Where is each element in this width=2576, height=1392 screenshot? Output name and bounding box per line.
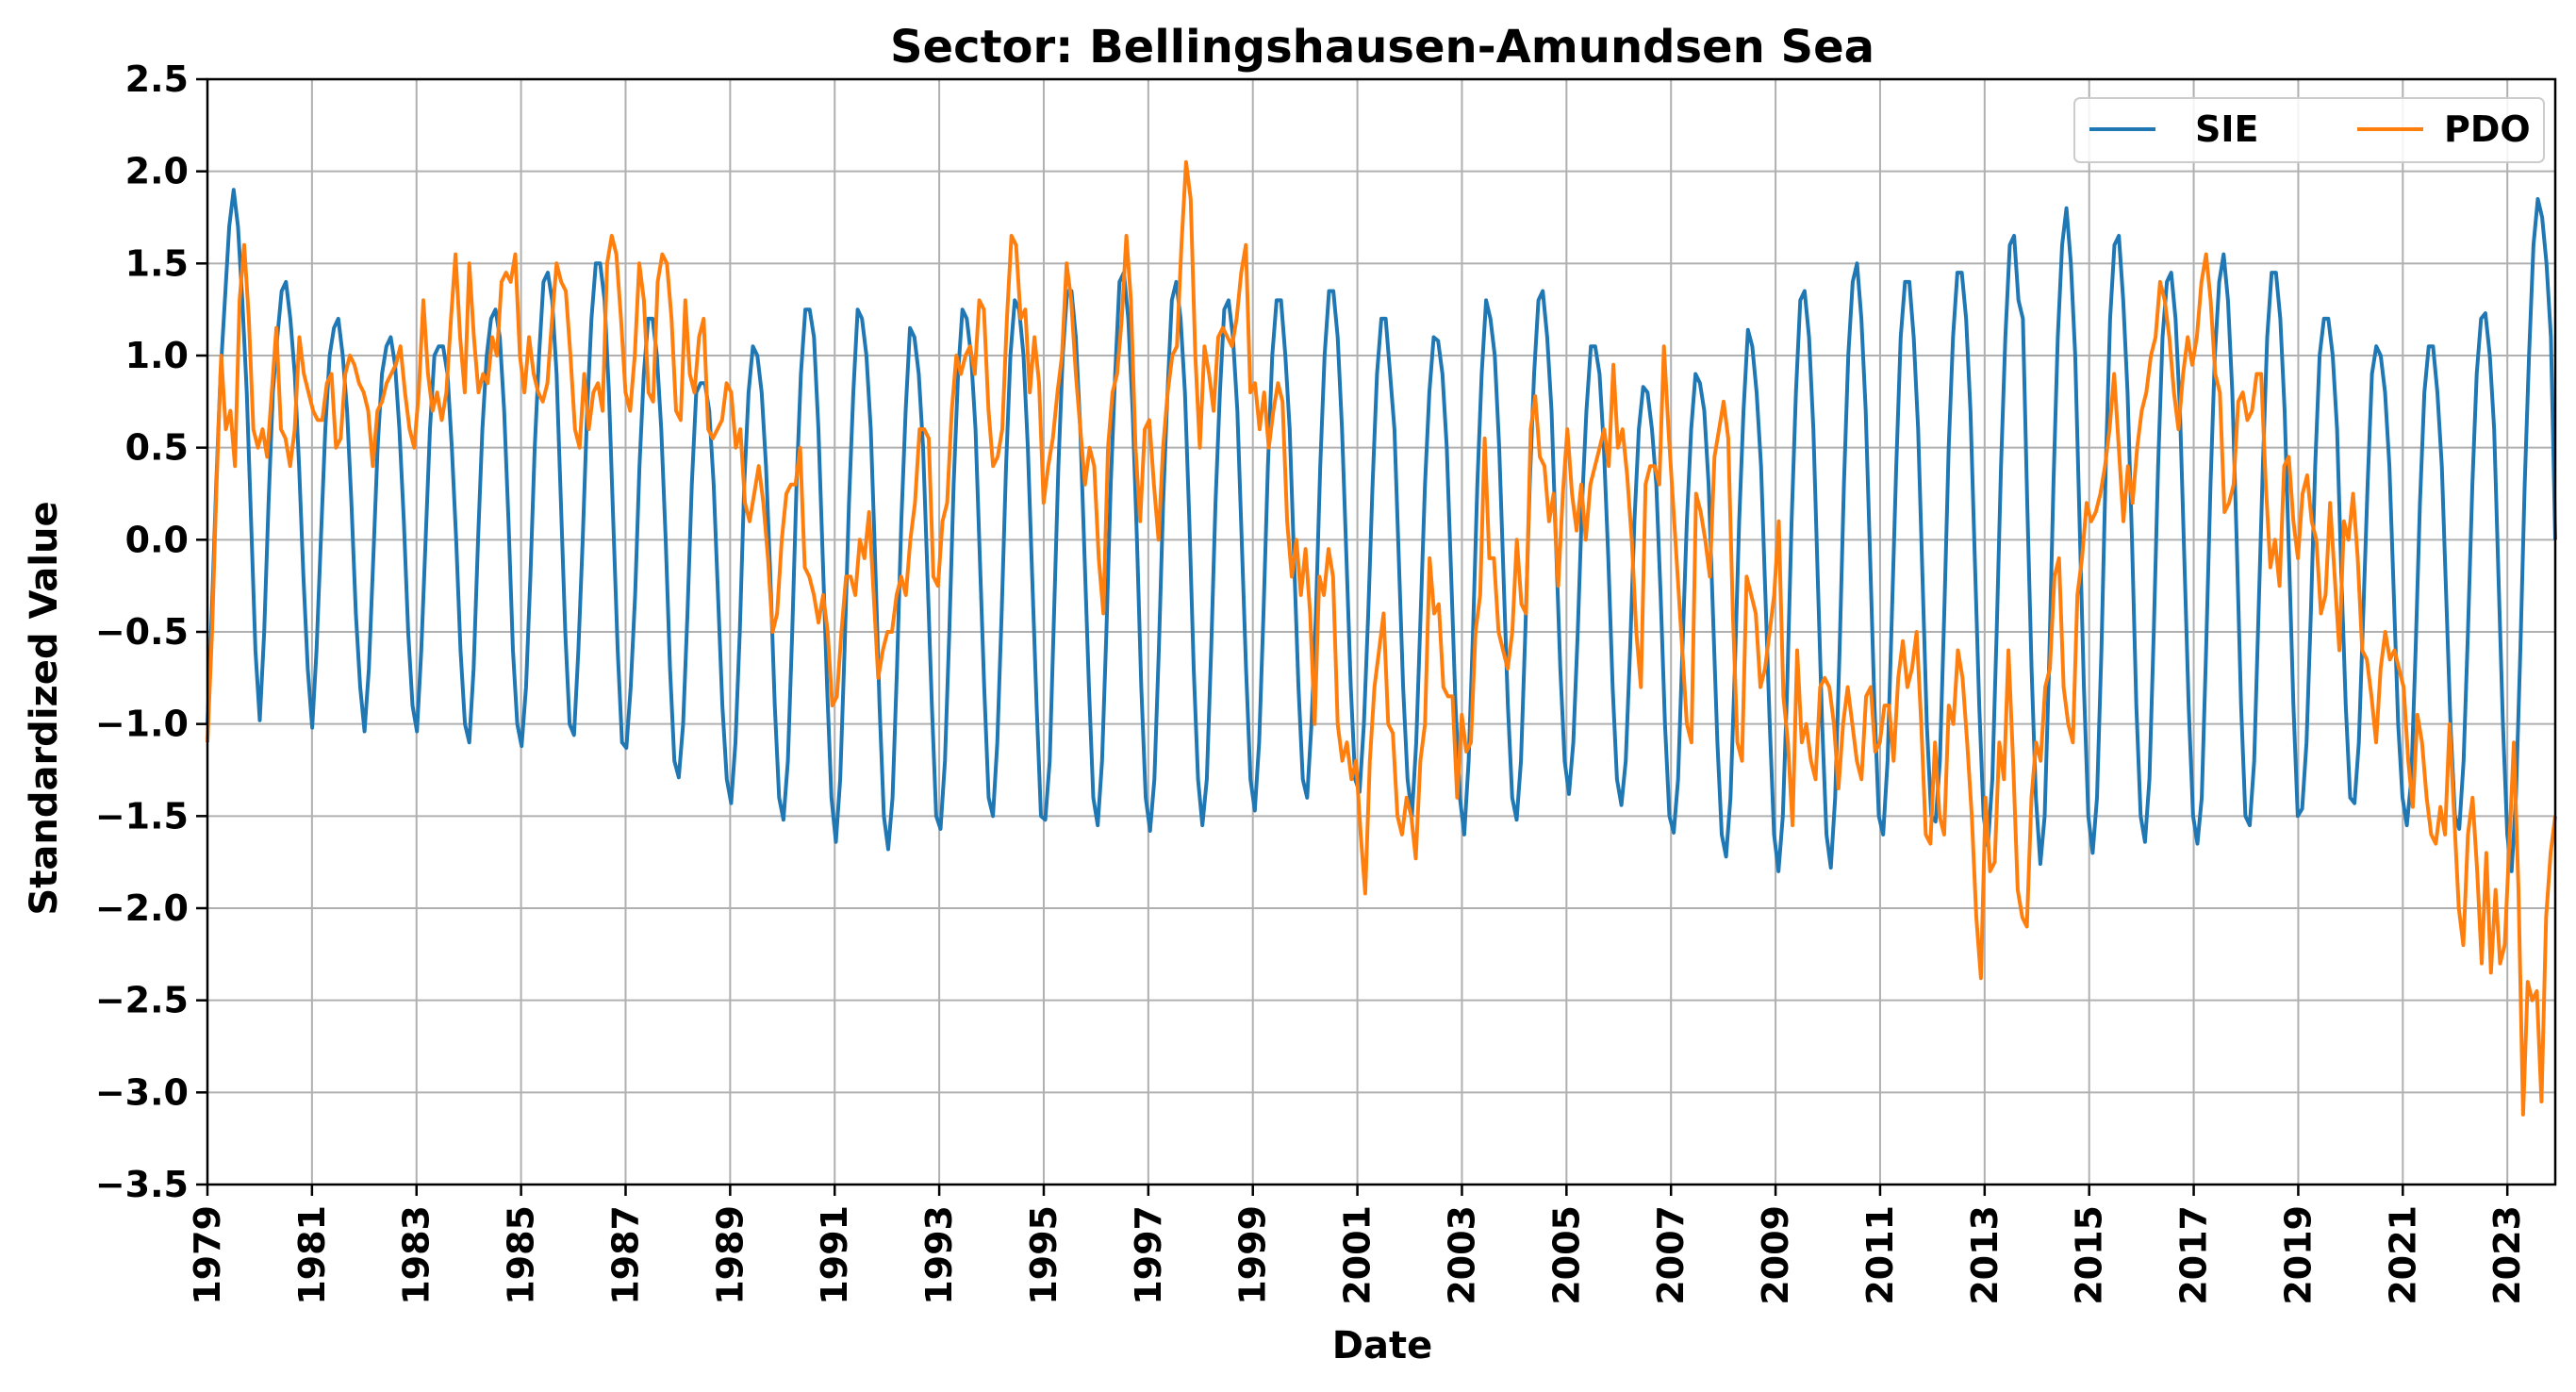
y-tick-label: 1.5 — [125, 242, 189, 284]
legend-label-sie: SIE — [2195, 108, 2258, 150]
grid-lines — [206, 78, 2555, 1185]
y-tick-label: 2.5 — [125, 58, 189, 100]
y-tick-label: −2.0 — [95, 887, 189, 929]
x-tick-label: 1993 — [918, 1205, 960, 1305]
x-tick-label: 1979 — [187, 1205, 228, 1305]
x-tick-label: 1981 — [291, 1205, 333, 1305]
y-axis: 2.5 2.0 1.5 1.0 0.5 0.0 −0.5 −1.0 −1.5 −2.0 −2.5 −3… — [95, 58, 207, 1205]
y-tick-label: 0.0 — [125, 519, 189, 560]
y-tick-label: 1.0 — [125, 335, 189, 376]
y-tick-label: −1.5 — [95, 795, 189, 837]
x-tick-label: 2005 — [1545, 1205, 1587, 1305]
y-tick-label: 0.5 — [125, 427, 189, 469]
x-tick-label: 1997 — [1128, 1205, 1169, 1305]
y-tick-label: −3.5 — [95, 1164, 189, 1205]
x-tick-label: 2001 — [1337, 1205, 1379, 1305]
x-tick-label: 2013 — [1964, 1205, 2006, 1305]
x-tick-label: 1999 — [1232, 1205, 1274, 1305]
x-tick-label: 1989 — [709, 1205, 751, 1305]
y-tick-label: −2.5 — [95, 980, 189, 1021]
x-tick-label: 2007 — [1650, 1205, 1692, 1305]
plot-series — [206, 159, 2557, 1117]
x-tick-label: 2011 — [1859, 1205, 1901, 1305]
x-tick-label: 1995 — [1023, 1205, 1065, 1305]
y-tick-label: −3.0 — [95, 1071, 189, 1113]
series-line-sie — [206, 188, 2557, 873]
x-axis: 1979 1981 1983 1985 1987 1989 1991 1993 1995 1997… — [187, 1185, 2528, 1305]
y-axis-title: Standardized Value — [23, 501, 66, 915]
x-tick-label: 1991 — [814, 1205, 855, 1305]
x-tick-label: 2015 — [2069, 1205, 2110, 1305]
x-axis-title: Date — [1332, 1324, 1432, 1367]
y-tick-label: −1.0 — [95, 704, 189, 745]
legend: SIE PDO — [2073, 97, 2545, 163]
y-tick-label: −0.5 — [95, 611, 189, 653]
legend-label-pdo: PDO — [2444, 108, 2531, 150]
legend-box — [2073, 97, 2545, 163]
series-line-pdo — [206, 159, 2557, 1117]
chart-title: Sector: Bellingshausen-Amundsen Sea — [890, 21, 1874, 74]
x-tick-label: 2017 — [2173, 1205, 2215, 1305]
x-tick-label: 1985 — [501, 1205, 542, 1305]
x-tick-label: 1987 — [604, 1205, 646, 1305]
x-tick-label: 2021 — [2382, 1205, 2423, 1305]
y-tick-label: 2.0 — [125, 151, 189, 192]
x-tick-label: 2003 — [1441, 1205, 1482, 1305]
x-tick-label: 2009 — [1755, 1205, 1796, 1305]
x-tick-label: 2023 — [2486, 1205, 2528, 1305]
x-tick-label: 1983 — [396, 1205, 438, 1305]
x-tick-label: 2019 — [2277, 1205, 2319, 1305]
